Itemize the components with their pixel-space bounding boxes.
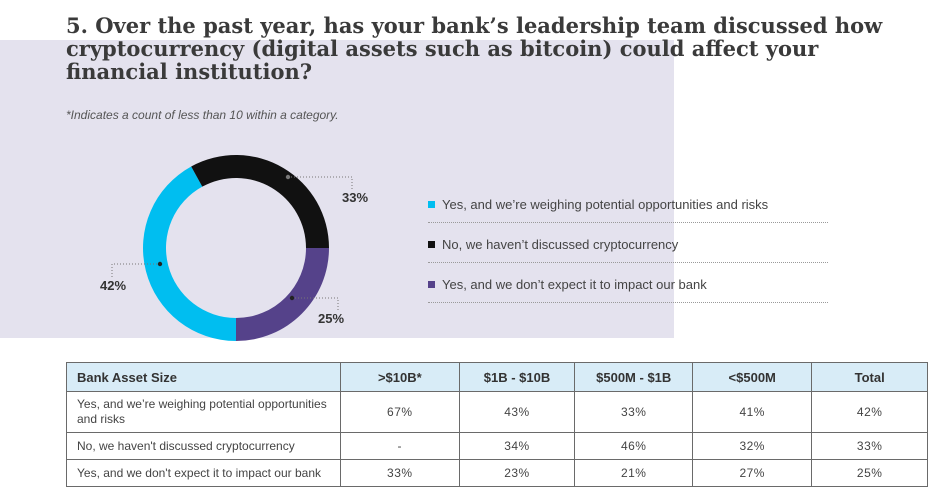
donut-slice-not-discussed xyxy=(191,155,329,248)
table-header-cell: >$10B* xyxy=(340,362,460,392)
table-cell: 34% xyxy=(458,432,576,460)
leader-line-no-impact xyxy=(292,297,339,311)
table-header-cell: Total xyxy=(811,362,928,392)
row-label-cell: Yes, and we don't expect it to impact ou… xyxy=(65,459,342,487)
table-header-cell: $500M - $1B xyxy=(574,362,694,392)
legend-label: Yes, and we’re weighing potential opport… xyxy=(442,197,769,212)
legend-swatch-icon xyxy=(428,201,435,208)
table-cell: 32% xyxy=(692,432,813,460)
table-row: Yes, and we don't expect it to impact ou… xyxy=(65,459,928,487)
question-title: 5. Over the past year, has your bank’s l… xyxy=(66,13,883,84)
table-row: Yes, and we’re weighing potential opport… xyxy=(65,391,928,433)
table-cell: 33% xyxy=(340,459,460,487)
background-panel xyxy=(0,40,674,338)
donut-slice-weighing-opportunities xyxy=(143,166,236,341)
legend-item-no-impact: Yes, and we don’t expect it to impact ou… xyxy=(428,263,828,303)
table-header-cell: <$500M xyxy=(692,362,813,392)
chart-legend: Yes, and we’re weighing potential opport… xyxy=(428,183,828,303)
leader-dot-not-discussed xyxy=(285,174,291,180)
footnote: *Indicates a count of less than 10 withi… xyxy=(66,108,339,122)
table-row: No, we haven't discussed cryptocurrency -… xyxy=(65,432,928,460)
leader-line-weighing-opportunities xyxy=(111,263,160,278)
row-label-cell: No, we haven't discussed cryptocurrency xyxy=(65,432,342,460)
table-cell: - xyxy=(340,432,460,460)
table-cell: 41% xyxy=(692,391,813,433)
legend-label: No, we haven’t discussed cryptocurrency xyxy=(442,237,679,252)
table-cell: 67% xyxy=(340,391,460,433)
legend-item-weighing-opportunities: Yes, and we’re weighing potential opport… xyxy=(428,183,828,223)
leader-dot-no-impact xyxy=(289,295,295,301)
legend-item-not-discussed: No, we haven’t discussed cryptocurrency xyxy=(428,223,828,263)
table-header-cell: $1B - $10B xyxy=(458,362,576,392)
table-cell: 27% xyxy=(692,459,813,487)
data-label-weighing-opportunities: 42% xyxy=(100,278,127,293)
legend-swatch-icon xyxy=(428,241,435,248)
table-cell: 23% xyxy=(458,459,576,487)
table-cell: 21% xyxy=(574,459,694,487)
leader-line-not-discussed xyxy=(288,176,353,190)
table-cell: 33% xyxy=(574,391,694,433)
donut-slice-no-impact xyxy=(236,248,329,341)
table-cell: 43% xyxy=(458,391,576,433)
asset-size-table: Bank Asset Size >$10B* $1B - $10B $500M - $… xyxy=(65,362,928,487)
data-label-not-discussed: 33% xyxy=(342,190,369,205)
data-label-no-impact: 25% xyxy=(318,311,345,326)
table-cell: 46% xyxy=(574,432,694,460)
leader-dot-weighing-opportunities xyxy=(157,261,163,267)
table-header-cell: Bank Asset Size xyxy=(65,362,342,392)
row-label-cell: Yes, and we’re weighing potential opport… xyxy=(65,391,342,433)
legend-label: Yes, and we don’t expect it to impact ou… xyxy=(442,277,707,292)
legend-swatch-icon xyxy=(428,281,435,288)
table-cell: 25% xyxy=(811,459,928,487)
table-cell: 33% xyxy=(811,432,928,460)
table-cell: 42% xyxy=(811,391,928,433)
